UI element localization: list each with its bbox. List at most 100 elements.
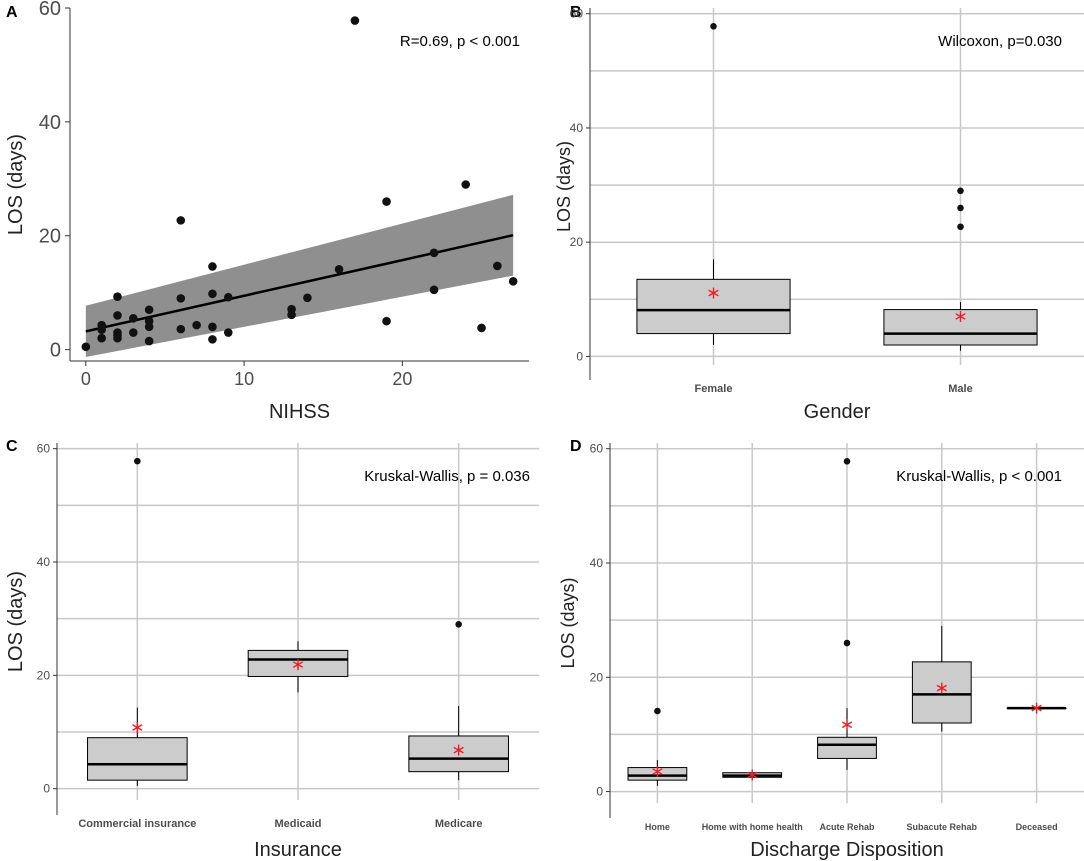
- outlier-point: [134, 457, 141, 465]
- data-point: [192, 320, 201, 330]
- data-point: [97, 333, 106, 343]
- mean-marker: [652, 766, 663, 778]
- outlier-point: [957, 187, 964, 195]
- panel-c: C 0 20 40 60 Commercial insurance Medicaid Medi…: [5, 438, 539, 861]
- stat-annotation: Kruskal-Wallis, p = 0.036: [364, 468, 530, 485]
- mean-marker-stroke: [747, 771, 758, 779]
- x-tick-label: Home with home health: [702, 822, 803, 832]
- data-point: [208, 289, 217, 299]
- data-point: [144, 322, 154, 332]
- data-point: [508, 276, 518, 286]
- x-axis-title: Discharge Disposition: [750, 839, 943, 861]
- data-point: [493, 261, 502, 271]
- mean-marker: [841, 719, 853, 731]
- stat-annotation: Wilcoxon, p=0.030: [938, 33, 1062, 50]
- y-tick-label: 40: [590, 556, 604, 570]
- data-point: [129, 313, 138, 323]
- box-0: [87, 457, 188, 786]
- mean-marker: [292, 659, 304, 671]
- mean-marker-stroke: [841, 721, 853, 729]
- outlier-point: [957, 223, 964, 231]
- data-point: [461, 180, 470, 189]
- data-point: [334, 265, 344, 274]
- data-point: [303, 293, 312, 303]
- data-point: [477, 323, 486, 333]
- y-tick-label: 20: [570, 235, 584, 249]
- y-tick-label: 20: [39, 226, 61, 248]
- data-point: [350, 16, 360, 25]
- x-tick-label: 20: [392, 369, 412, 389]
- data-point: [223, 328, 233, 337]
- box-1: [722, 769, 783, 781]
- y-tick-label: 0: [596, 785, 603, 799]
- data-point: [176, 324, 186, 334]
- y-tick-label: 40: [39, 112, 61, 134]
- x-tick-label: Female: [695, 383, 733, 395]
- box-0: [627, 707, 688, 786]
- mean-marker: [747, 769, 758, 781]
- panel-b: B 0 20 40 60 Female Male Wilcoxon, p=0.030 Gende…: [554, 4, 1084, 423]
- x-axis-title: Gender: [804, 401, 871, 423]
- mean-marker: [936, 682, 947, 694]
- y-axis-title: LOS (days): [558, 577, 578, 668]
- box-3: [911, 625, 972, 732]
- y-tick-label: 60: [39, 0, 61, 20]
- box-1: [247, 641, 349, 693]
- mean-marker: [1031, 702, 1042, 714]
- y-tick-label: 40: [37, 555, 51, 569]
- x-tick-label: Medicare: [435, 818, 483, 830]
- box-1: [883, 187, 1038, 351]
- data-point: [113, 333, 122, 343]
- outlier-point: [654, 707, 661, 715]
- box-4: [1006, 702, 1067, 714]
- data-point: [113, 292, 122, 301]
- panel-label: B: [570, 4, 582, 21]
- regression-line: [85, 233, 514, 333]
- data-point: [144, 305, 154, 315]
- y-tick-label: 20: [37, 668, 51, 682]
- panel-label: A: [6, 4, 18, 21]
- data-point: [382, 197, 391, 206]
- box-iqr: [636, 278, 791, 335]
- panel-a: A 0 10 20 0 20 40 60 R=0.69, p < 0.001 NIHSS LOS (…: [5, 0, 529, 423]
- mean-marker-stroke: [936, 684, 947, 692]
- panel-label: C: [6, 438, 18, 455]
- x-tick-label: Male: [948, 383, 972, 395]
- data-point: [176, 216, 186, 225]
- mean-marker-stroke: [453, 746, 464, 754]
- x-tick-label: 0: [81, 369, 91, 389]
- y-tick-label: 60: [590, 442, 604, 456]
- data-point: [287, 310, 296, 320]
- mean-marker-stroke: [955, 313, 966, 320]
- data-point: [382, 316, 391, 326]
- box-2: [817, 457, 877, 770]
- mean-marker: [453, 744, 464, 756]
- mean-marker: [708, 287, 719, 299]
- mean-marker-stroke: [292, 661, 304, 668]
- outlier-point: [710, 22, 717, 30]
- outlier-point: [843, 639, 851, 647]
- mean-marker-stroke: [652, 768, 663, 775]
- confidence-band: [85, 194, 514, 358]
- x-tick-label: Commercial insurance: [78, 818, 196, 830]
- data-point: [176, 294, 186, 303]
- box-2: [408, 621, 509, 781]
- x-tick-label: Subacute Rehab: [907, 822, 978, 832]
- x-axis-title: NIHSS: [269, 401, 330, 423]
- y-tick-label: 0: [43, 782, 50, 796]
- mean-marker: [955, 310, 966, 322]
- data-point: [81, 342, 91, 352]
- panel-label: D: [570, 438, 582, 455]
- panel-d: D 0 20 40 60 Home Home with home health Acute R…: [558, 438, 1084, 861]
- x-tick-label: Medicaid: [274, 818, 321, 830]
- mean-marker: [132, 721, 143, 733]
- data-point: [144, 336, 154, 346]
- stat-annotation: R=0.69, p < 0.001: [400, 33, 520, 50]
- data-point: [113, 311, 122, 320]
- data-point: [208, 262, 217, 271]
- box-iqr: [87, 737, 188, 781]
- y-axis-title: LOS (days): [5, 134, 27, 235]
- y-tick-label: 60: [570, 7, 584, 21]
- y-axis-title: LOS (days): [5, 571, 27, 672]
